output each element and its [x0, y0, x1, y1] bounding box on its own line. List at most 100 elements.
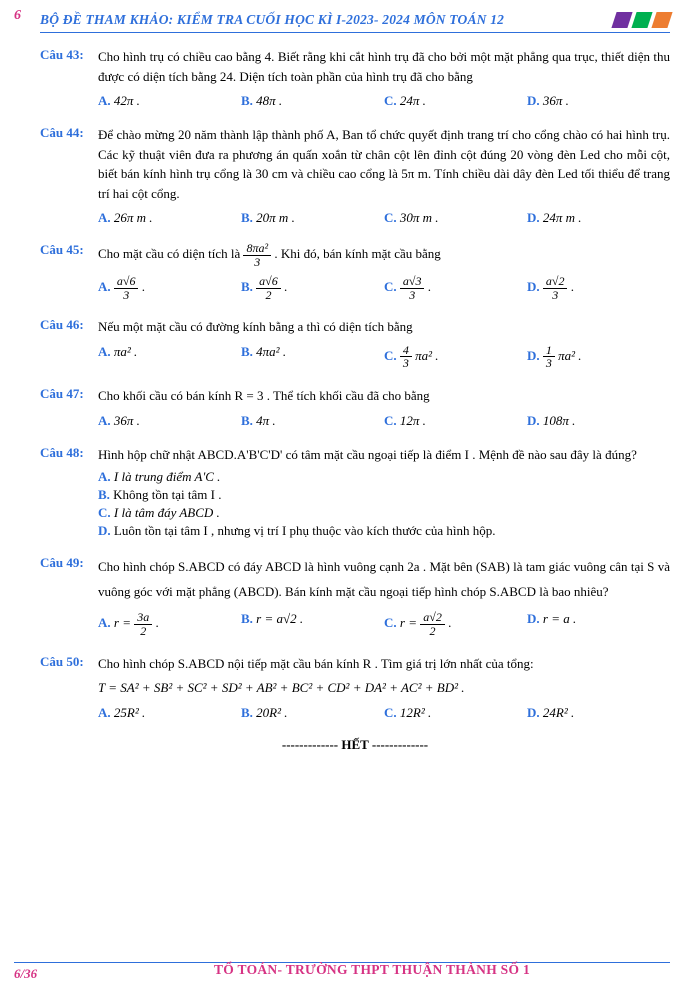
q-label: Câu 47: [40, 386, 98, 431]
opt-d: D. a√23 . [527, 273, 670, 303]
opt-val: 26π m . [114, 210, 153, 225]
opt-b: B. 48π . [241, 91, 384, 111]
opt-b: B. Không tồn tại tâm I . [98, 487, 670, 503]
frac-den: 3 [114, 289, 139, 302]
q-label: Câu 44: [40, 125, 98, 228]
opt-val: r = a√2 . [256, 611, 303, 626]
bar-orange-icon [651, 12, 672, 28]
fraction: 8πa² 3 [243, 242, 271, 268]
opt-label: A. [98, 93, 114, 108]
opt-d: D. Luôn tồn tại tâm I , nhưng vị trí I p… [98, 523, 670, 539]
opt-d: D. r = a . [527, 609, 670, 639]
page-number-top: 6 [14, 8, 21, 24]
q-body: Cho hình chóp S.ABCD nội tiếp mặt cầu bá… [98, 654, 670, 723]
q-options: A. 25R² . B. 20R² . C. 12R² . D. 24R² . [98, 703, 670, 723]
opt-a: A. a√63 . [98, 273, 241, 303]
bar-green-icon [631, 12, 652, 28]
frac-num: a√2 [420, 611, 445, 625]
q-label: Câu 46: [40, 317, 98, 372]
q-options: A. 42π . B. 48π . C. 24π . D. 36π . [98, 91, 670, 111]
opt-label: A. [98, 210, 114, 225]
opt-d: D. 24π m . [527, 208, 670, 228]
opt-b: B. 20R² . [241, 703, 384, 723]
fraction: 3a2 [134, 611, 152, 637]
frac-num: 3a [134, 611, 152, 625]
opt-c: C. 12π . [384, 411, 527, 431]
q-body: Để chào mừng 20 năm thành lập thành phố … [98, 125, 670, 228]
q-label: Câu 49: [40, 555, 98, 640]
q-body: Cho khối cầu có bán kính R = 3 . Thể tíc… [98, 386, 670, 431]
opt-label: C. [384, 279, 400, 294]
question-49: Câu 49: Cho hình chóp S.ABCD có đáy ABCD… [40, 555, 670, 640]
page: 6 BỘ ĐỀ THAM KHẢO: KIỂM TRA CUỐI HỌC KÌ … [0, 0, 700, 990]
opt-val: 30π m . [400, 210, 439, 225]
frac-den: 2 [256, 289, 281, 302]
q-text: Cho hình chóp S.ABCD nội tiếp mặt cầu bá… [98, 654, 670, 674]
opt-val: 12π . [400, 413, 426, 428]
opt-val: 4πa² . [256, 344, 286, 359]
footer-line: 6/36 TỔ TOÁN- TRƯỜNG THPT THUẬN THÀNH SỐ… [14, 962, 670, 982]
opt-label: B. [241, 705, 256, 720]
opt-label: C. [384, 93, 400, 108]
opt-label: C. [384, 210, 400, 225]
header: BỘ ĐỀ THAM KHẢO: KIỂM TRA CUỐI HỌC KÌ I-… [40, 12, 670, 33]
opt-val: 48π . [256, 93, 282, 108]
opt-b: B. 20π m . [241, 208, 384, 228]
opt-a: A. r = 3a2 . [98, 609, 241, 639]
opt-label: B. [241, 93, 256, 108]
opt-label: B. [241, 344, 256, 359]
end-line: ------------- HẾT ------------- [40, 737, 670, 753]
opt-pre: r = [400, 616, 420, 631]
q-text: Cho hình chóp S.ABCD có đáy ABCD là hình… [98, 555, 670, 604]
opt-a: A. 36π . [98, 411, 241, 431]
opt-a: A. I là trung điểm A'C . [98, 469, 670, 485]
opt-c: C. 30π m . [384, 208, 527, 228]
frac-num: a√2 [543, 275, 568, 289]
dash-icon: ------------- [369, 737, 429, 752]
frac-num: 1 [543, 344, 555, 358]
q-body: Cho hình trụ có chiều cao bằng 4. Biết r… [98, 47, 670, 111]
opt-val: 12R² . [400, 705, 431, 720]
frac-den: 2 [420, 625, 445, 638]
question-43: Câu 43: Cho hình trụ có chiều cao bằng 4… [40, 47, 670, 111]
opt-label: B. [241, 210, 256, 225]
opt-val: I là tâm đáy ABCD . [114, 505, 220, 520]
frac-num: a√6 [114, 275, 139, 289]
opt-c: C. 12R² . [384, 703, 527, 723]
q-text-pre: Cho mặt cầu có diện tích là [98, 246, 243, 261]
opt-d: D. 108π . [527, 411, 670, 431]
question-47: Câu 47: Cho khối cầu có bán kính R = 3 .… [40, 386, 670, 431]
opt-d: D. 24R² . [527, 703, 670, 723]
page-number-bottom: 6/36 [14, 966, 74, 982]
opt-label: D. [527, 279, 543, 294]
fraction: a√22 [420, 611, 445, 637]
opt-label: D. [527, 210, 543, 225]
fraction: 43 [400, 344, 412, 370]
q-options: A. r = 3a2 . B. r = a√2 . C. r = a√22 . … [98, 609, 670, 639]
q-options: A. πa² . B. 4πa² . C. 43 πa² . D. 13 πa²… [98, 342, 670, 372]
opt-label: A. [98, 413, 114, 428]
opt-label: A. [98, 279, 114, 294]
opt-val: 36π . [543, 93, 569, 108]
frac-den: 3 [400, 357, 412, 370]
q-body: Cho mặt cầu có diện tích là 8πa² 3 . Khi… [98, 242, 670, 303]
opt-b: B. a√62 . [241, 273, 384, 303]
opt-a: A. 26π m . [98, 208, 241, 228]
bar-purple-icon [611, 12, 632, 28]
opt-label: D. [527, 348, 543, 363]
question-44: Câu 44: Để chào mừng 20 năm thành lập th… [40, 125, 670, 228]
opt-a: A. πa² . [98, 342, 241, 372]
opt-label: C. [384, 413, 400, 428]
opt-label: D. [527, 93, 543, 108]
opt-label: D. [527, 705, 543, 720]
frac-den: 3 [400, 289, 425, 302]
end-text: HẾT [341, 737, 368, 752]
opt-val: 20π m . [256, 210, 295, 225]
fraction: a√63 [114, 275, 139, 301]
q-text: Cho mặt cầu có diện tích là 8πa² 3 . Khi… [98, 242, 670, 268]
opt-d: D. 13 πa² . [527, 342, 670, 372]
opt-val: 24π m . [543, 210, 582, 225]
q-label: Câu 48: [40, 445, 98, 542]
frac-num: 4 [400, 344, 412, 358]
q-text: Cho khối cầu có bán kính R = 3 . Thể tíc… [98, 386, 670, 406]
